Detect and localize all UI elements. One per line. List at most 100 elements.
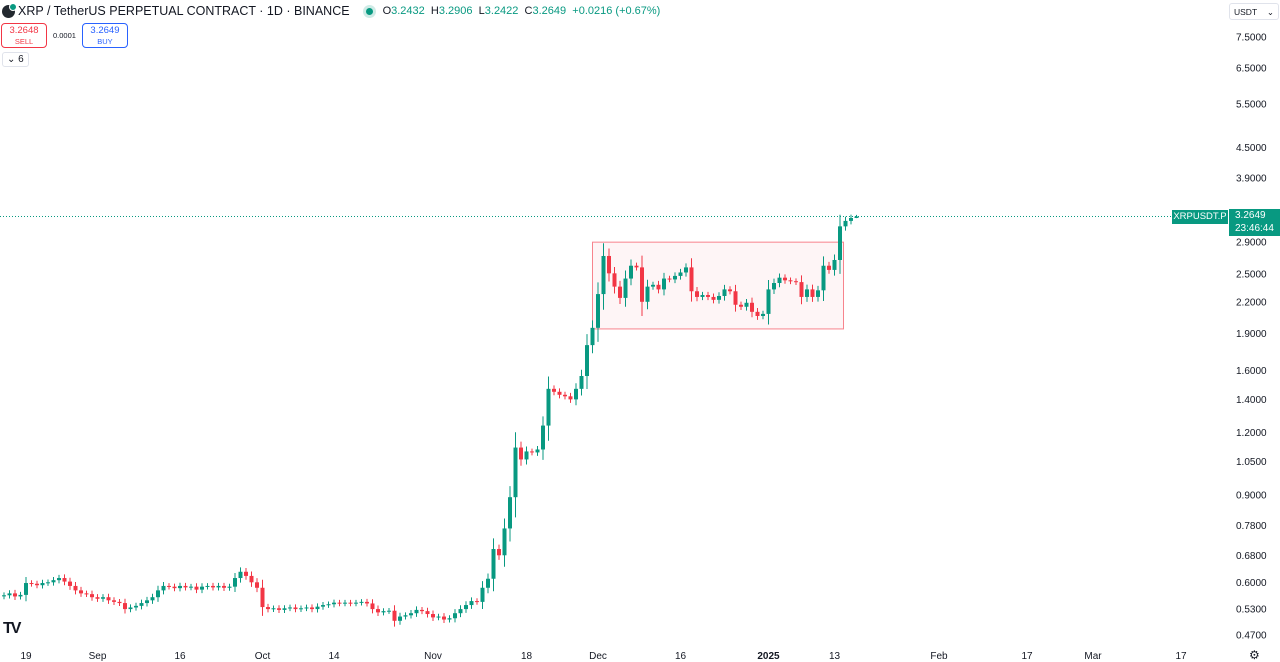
candle-body: [629, 265, 633, 279]
candle-body: [739, 304, 743, 307]
candle-body: [365, 601, 369, 604]
candle-body: [662, 278, 666, 290]
candle-body: [315, 606, 320, 610]
time-axis-label: 16: [174, 651, 186, 661]
candle-body: [348, 602, 353, 604]
candle-body: [233, 578, 237, 587]
price-axis-label: 1.2000: [1236, 428, 1267, 439]
candle-body: [24, 583, 28, 595]
candle-body: [535, 449, 540, 453]
candle-body: [123, 603, 127, 610]
candle-body: [634, 265, 639, 268]
candle-body: [684, 267, 688, 273]
candle-body: [205, 585, 210, 587]
candle-body: [524, 451, 529, 460]
candle-body: [508, 497, 512, 529]
candle-body: [332, 602, 336, 605]
candle-body: [403, 615, 408, 617]
spread-value: 0.0001: [53, 31, 76, 40]
symbol-title[interactable]: XRP / TetherUS PERPETUAL CONTRACT · 1D ·…: [18, 4, 350, 18]
time-axis-label: 17: [1175, 651, 1187, 661]
candle-body: [788, 280, 793, 282]
candle-body: [491, 549, 496, 579]
candle-body: [579, 376, 584, 389]
market-open-status-icon: [365, 7, 373, 15]
candle-body: [816, 290, 820, 297]
candle-body: [706, 295, 710, 297]
candle-body: [766, 289, 771, 314]
candle-body: [618, 286, 622, 298]
currency-select[interactable]: USDT ⌄: [1229, 3, 1279, 20]
indicators-collapse-button[interactable]: ⌄ 6: [2, 52, 29, 67]
price-axis-label: 1.0500: [1236, 457, 1267, 468]
current-price-label: 3.2649 23:46:44: [1229, 209, 1280, 236]
candle-body: [106, 597, 111, 601]
price-axis-label: 0.9000: [1236, 490, 1267, 501]
candle-body: [805, 289, 809, 297]
candle-body: [590, 327, 595, 346]
trade-buttons: 3.2648 SELL 0.0001 3.2649 BUY: [1, 23, 128, 48]
candle-body: [134, 605, 138, 608]
candle-body: [29, 583, 34, 585]
candle-body: [689, 267, 694, 292]
sell-button[interactable]: 3.2648 SELL: [1, 23, 47, 48]
buy-button[interactable]: 3.2649 BUY: [81, 23, 128, 48]
candle-body: [62, 578, 67, 582]
current-price: 3.2649: [1235, 210, 1266, 221]
candle-body: [574, 388, 578, 400]
candle-body: [277, 608, 281, 610]
candle-body: [95, 597, 100, 599]
candle-body: [436, 616, 441, 618]
candle-body: [651, 284, 655, 287]
candle-body: [304, 607, 309, 609]
candle-body: [222, 585, 226, 588]
candle-body: [167, 585, 171, 587]
time-axis-label: Oct: [255, 651, 271, 661]
candle-body: [194, 586, 199, 590]
price-axis-label: 6.5000: [1236, 63, 1267, 74]
tradingview-logo-icon[interactable]: TV: [3, 620, 22, 637]
time-axis-label: Feb: [930, 651, 948, 661]
candle-body: [145, 600, 149, 604]
bar-countdown: 23:46:44: [1235, 222, 1274, 234]
candle-body: [799, 282, 804, 297]
candle-body: [513, 447, 518, 498]
time-axis-label: 14: [328, 651, 340, 661]
candle-body: [431, 614, 435, 618]
candle-body: [519, 447, 523, 460]
time-axis-label: 13: [829, 651, 841, 661]
candle-body: [832, 259, 837, 270]
price-axis-label: 2.2000: [1236, 297, 1267, 308]
time-axis-label: 19: [20, 651, 32, 661]
candle-body: [51, 580, 56, 583]
candle-body: [337, 602, 342, 604]
candle-body: [480, 587, 485, 602]
candle-body: [585, 345, 589, 377]
price-axis-label: 0.6000: [1236, 578, 1267, 589]
price-axis-label: 2.5000: [1236, 270, 1267, 281]
candle-body: [656, 284, 661, 290]
candle-body: [343, 602, 347, 604]
candle-body: [40, 583, 45, 586]
candle-body: [447, 618, 452, 620]
candle-body: [398, 616, 402, 621]
candle-body: [156, 590, 160, 598]
candle-body: [541, 425, 545, 450]
candle-body: [271, 608, 276, 610]
candle-body: [282, 608, 287, 610]
candle-body: [84, 593, 89, 595]
candle-body: [563, 394, 567, 397]
candle-body: [354, 602, 358, 604]
candle-body: [755, 311, 760, 316]
candle-body: [475, 601, 479, 603]
candle-body: [178, 585, 182, 589]
candle-body: [722, 289, 727, 296]
candle-body: [453, 613, 457, 619]
gear-icon[interactable]: ⚙: [1249, 648, 1260, 662]
candle-body: [530, 451, 534, 453]
time-axis-label: 17: [1021, 651, 1033, 661]
candle-body: [761, 313, 765, 316]
candle-body: [552, 388, 556, 392]
candle-body: [260, 587, 265, 608]
